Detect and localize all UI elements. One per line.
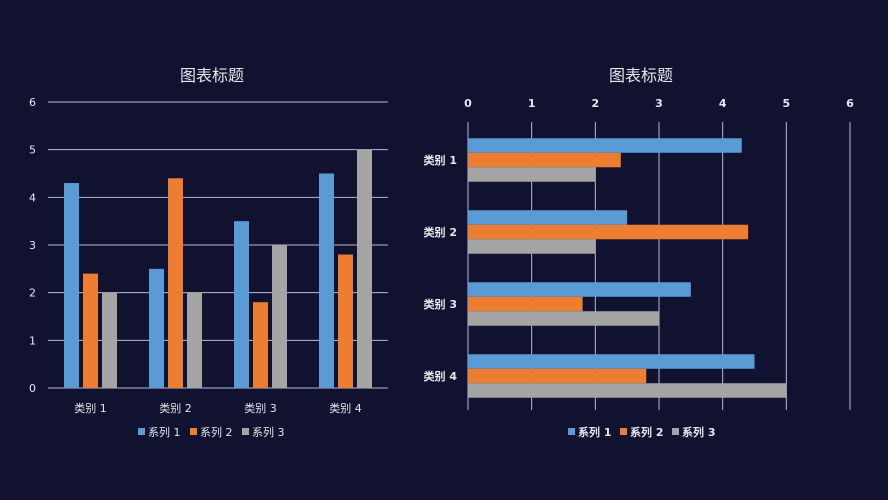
bar-1-3: [234, 221, 249, 388]
bar-3-2: [468, 239, 596, 254]
bar-1-1: [64, 183, 79, 388]
y-tick-label: 5: [29, 144, 36, 157]
bar-2-2: [468, 224, 749, 240]
bar-1-3: [468, 282, 691, 297]
bar-2-3: [253, 302, 268, 388]
x-tick-label: 类别 2: [159, 401, 192, 415]
x-tick-label: 2: [592, 97, 600, 110]
x-tick-label: 类别 1: [74, 401, 107, 415]
bar-3-3: [468, 311, 659, 326]
bar-1-4: [319, 173, 334, 388]
legend-swatch-3: [242, 428, 249, 435]
legend-swatch-2: [190, 428, 197, 435]
x-tick-label: 类别 4: [329, 401, 362, 415]
bar-2-1: [468, 152, 621, 168]
bar-1-1: [468, 138, 742, 153]
bar-3-1: [102, 292, 117, 388]
x-tick-label: 4: [719, 97, 727, 110]
bar-2-3: [468, 296, 583, 312]
legend-label-3: 系列 3: [252, 425, 285, 439]
y-tick-label: 6: [29, 96, 36, 109]
vertical-bar-chart: 图表标题 0 1 2 3 4 5 6 类别 1 类别 2 类别 3 类别 4 系列 1 系列 2 系列 3: [29, 66, 388, 439]
y-tick-label: 1: [29, 334, 36, 347]
y-tick-label: 类别 4: [424, 369, 458, 383]
bar-3-2: [187, 292, 202, 388]
legend-label-2: 系列 2: [630, 425, 663, 439]
bar-2-4: [468, 368, 647, 384]
y-tick-label: 4: [29, 191, 36, 204]
y-tick-label: 类别 2: [424, 225, 457, 239]
y-tick-label: 类别 1: [424, 153, 457, 167]
horizontal-bar-chart: 图表标题 0 1 2 3 4 5 6 类别 1 类别 2 类别 3 类别 4 系列 1 系列 2 系列 3: [424, 66, 855, 439]
bar-2-2: [168, 178, 183, 388]
bar-1-2: [468, 210, 628, 225]
legend-label-1: 系列 1: [148, 425, 181, 439]
bar-2-1: [83, 273, 98, 388]
chart-title: 图表标题: [180, 66, 244, 85]
bar-3-1: [468, 167, 596, 182]
y-tick-label: 0: [29, 382, 36, 395]
legend-swatch-2: [620, 428, 627, 435]
bar-1-2: [149, 268, 164, 388]
legend-swatch-3: [672, 428, 679, 435]
bar-2-4: [338, 254, 353, 388]
bar-1-4: [468, 354, 755, 369]
x-tick-label: 1: [528, 97, 536, 110]
y-tick-label: 3: [29, 239, 36, 252]
legend-swatch-1: [568, 428, 575, 435]
legend: 系列 1 系列 2 系列 3: [568, 425, 715, 439]
x-tick-label: 0: [464, 97, 472, 110]
legend-label-2: 系列 2: [200, 425, 233, 439]
legend-label-1: 系列 1: [578, 425, 611, 439]
bar-3-3: [272, 245, 287, 388]
y-tick-label: 类别 3: [424, 297, 457, 311]
x-tick-label: 6: [846, 97, 854, 110]
bar-3-4: [357, 149, 372, 388]
legend-label-3: 系列 3: [682, 425, 715, 439]
legend-swatch-1: [138, 428, 145, 435]
y-tick-label: 2: [29, 287, 36, 300]
x-tick-label: 3: [655, 97, 663, 110]
chart-title: 图表标题: [609, 66, 673, 85]
bar-3-4: [468, 383, 787, 398]
legend: 系列 1 系列 2 系列 3: [138, 425, 285, 439]
x-tick-label: 5: [783, 97, 791, 110]
x-tick-label: 类别 3: [244, 401, 277, 415]
